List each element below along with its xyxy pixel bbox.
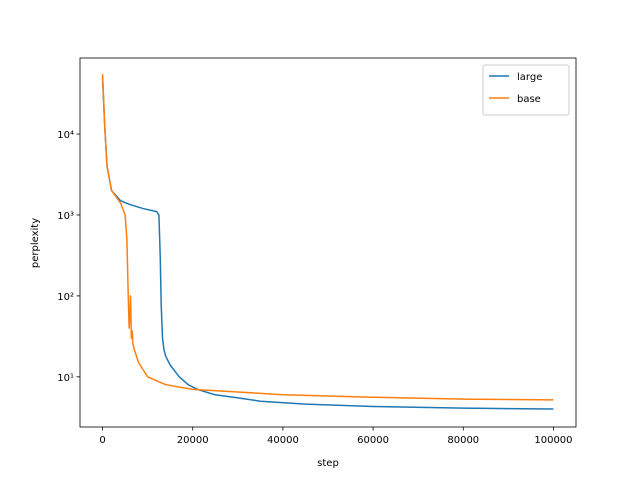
x-tick-label: 20000 (177, 435, 209, 446)
y-tick-label: 10⁴ (57, 130, 74, 141)
series-line (101, 74, 554, 401)
x-axis-label: step (317, 458, 339, 469)
legend-label: base (517, 94, 541, 105)
y-axis-label: perplexity (30, 218, 41, 268)
legend-label: large (517, 72, 542, 83)
x-tick-label: 100000 (534, 435, 572, 446)
series-line (101, 77, 554, 410)
legend-box (482, 64, 570, 116)
y-tick-label: 10² (57, 292, 74, 303)
y-tick-label: 10¹ (57, 373, 74, 384)
x-tick-label: 40000 (267, 435, 299, 446)
x-tick-label: 80000 (447, 435, 479, 446)
axes-frame (79, 57, 577, 428)
x-tick-label: 0 (99, 435, 105, 446)
y-tick-label: 10³ (57, 211, 74, 222)
x-tick-label: 60000 (357, 435, 389, 446)
